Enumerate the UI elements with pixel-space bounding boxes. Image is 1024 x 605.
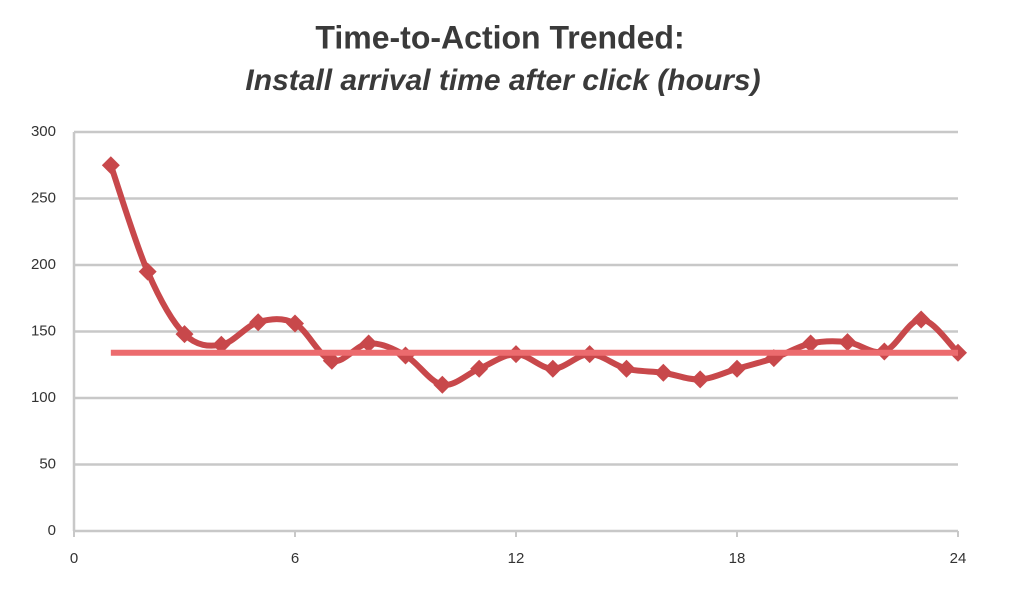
chart-title: Time-to-Action Trended: — [315, 19, 684, 55]
point-marker — [249, 313, 268, 332]
point-marker — [691, 370, 710, 389]
point-marker — [359, 334, 378, 353]
y-tick-label: 250 — [31, 189, 56, 206]
point-marker — [543, 359, 562, 378]
point-marker — [433, 375, 452, 394]
point-marker — [212, 335, 231, 354]
point-marker — [322, 351, 341, 370]
point-marker — [101, 156, 120, 175]
x-tick-label: 12 — [508, 550, 525, 567]
point-marker — [617, 359, 636, 378]
y-tick-label: 50 — [39, 455, 56, 472]
y-tick-label: 200 — [31, 256, 56, 273]
x-tick-label: 6 — [291, 550, 299, 567]
chart-subtitle: Install arrival time after click (hours) — [245, 64, 760, 97]
point-marker — [838, 333, 857, 352]
point-marker — [470, 359, 489, 378]
y-tick-label: 150 — [31, 322, 56, 339]
point-marker — [912, 310, 931, 329]
x-tick-label: 24 — [950, 550, 967, 567]
point-marker — [801, 334, 820, 353]
y-tick-label: 100 — [31, 389, 56, 406]
y-tick-label: 300 — [31, 123, 56, 140]
y-tick-label: 0 — [48, 522, 56, 539]
point-marker — [286, 314, 304, 333]
point-marker — [728, 359, 746, 378]
x-tick-label: 0 — [70, 550, 78, 567]
point-marker — [175, 325, 194, 344]
point-marker — [654, 363, 673, 382]
x-tick-label: 18 — [729, 550, 746, 567]
point-marker — [138, 262, 157, 281]
